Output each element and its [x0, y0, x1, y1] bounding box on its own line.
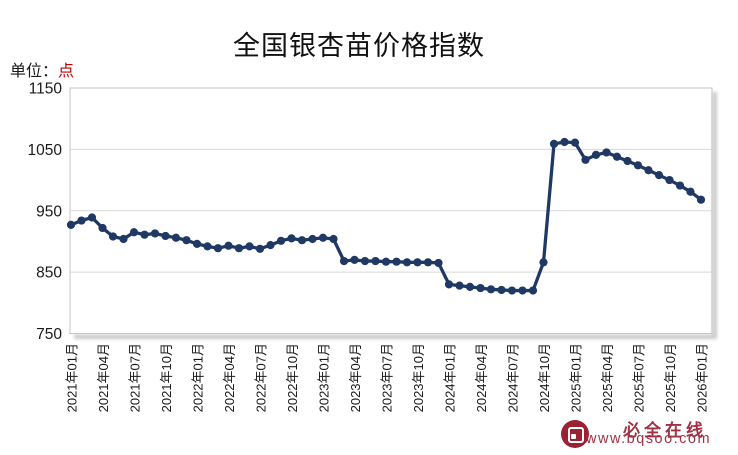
- svg-text:2021年10月: 2021年10月: [159, 343, 174, 412]
- svg-text:2025年10月: 2025年10月: [663, 343, 678, 412]
- chart-title: 全国银杏苗价格指数: [233, 31, 485, 61]
- watermark: 必全在线 www.bqsoo.com: [559, 418, 734, 452]
- svg-text:2023年01月: 2023年01月: [317, 343, 332, 412]
- svg-text:2022年10月: 2022年10月: [285, 343, 300, 412]
- svg-text:2021年01月: 2021年01月: [65, 343, 80, 412]
- svg-text:2025年07月: 2025年07月: [632, 343, 647, 412]
- svg-text:1150: 1150: [29, 81, 63, 98]
- svg-text:1050: 1050: [28, 142, 63, 159]
- svg-text:850: 850: [36, 265, 62, 282]
- svg-text:2024年01月: 2024年01月: [443, 343, 458, 412]
- svg-text:2022年07月: 2022年07月: [254, 343, 269, 412]
- svg-text:2022年01月: 2022年01月: [191, 343, 206, 412]
- svg-text:2023年07月: 2023年07月: [380, 343, 395, 412]
- gridlines: [70, 87, 712, 334]
- svg-text:2022年04月: 2022年04月: [222, 343, 237, 412]
- watermark-brand: 必全在线: [623, 421, 707, 440]
- svg-text:950: 950: [36, 203, 62, 220]
- watermark-url: www.bqsoo.com: [586, 431, 712, 447]
- plot-border: [69, 87, 713, 334]
- svg-text:2021年04月: 2021年04月: [96, 343, 111, 412]
- bqsoo-logo-icon: [561, 420, 589, 448]
- plot-shadow: [74, 92, 717, 339]
- unit-label: 单位：点: [10, 57, 74, 81]
- svg-text:2026年01月: 2026年01月: [695, 343, 710, 412]
- svg-text:2025年01月: 2025年01月: [569, 343, 584, 412]
- data-series: [66, 137, 706, 295]
- svg-text:2023年10月: 2023年10月: [411, 343, 426, 412]
- svg-text:2024年04月: 2024年04月: [474, 343, 489, 412]
- svg-text:750: 750: [36, 326, 62, 343]
- svg-text:2024年10月: 2024年10月: [537, 343, 552, 412]
- svg-text:2025年04月: 2025年04月: [600, 343, 615, 412]
- y-axis-labels: 750 850 950 1050 1150: [28, 81, 63, 344]
- svg-text:2024年07月: 2024年07月: [506, 343, 521, 412]
- x-axis-labels: 2021年01月 2021年04月 2021年07月 2021年10月 2022年01月…: [65, 343, 710, 412]
- unit-prefix: 单位：: [10, 63, 59, 80]
- unit-value: 点: [58, 63, 75, 80]
- svg-text:2021年07月: 2021年07月: [128, 343, 143, 412]
- svg-text:2023年04月: 2023年04月: [348, 343, 363, 412]
